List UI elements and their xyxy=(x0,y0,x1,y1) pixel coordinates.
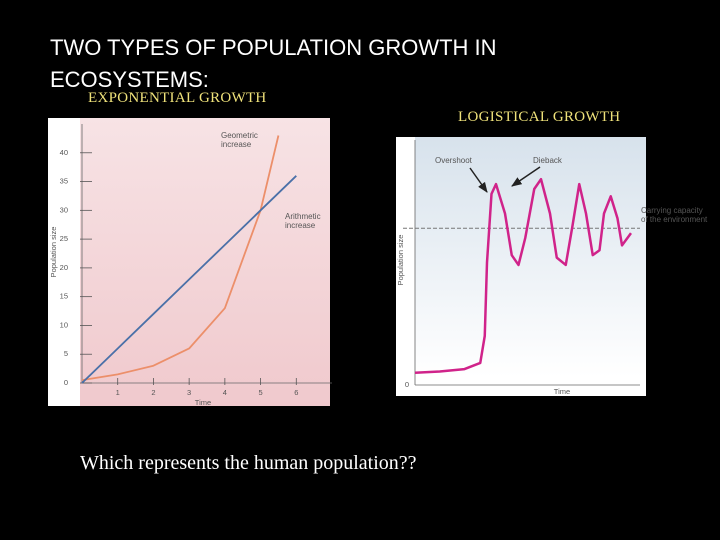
arrow xyxy=(469,167,488,193)
y-axis-label: Population size xyxy=(396,235,405,286)
x-tick-label: 4 xyxy=(223,388,227,397)
series-line xyxy=(81,175,297,384)
series-line xyxy=(414,177,633,374)
x-tick-label: 1 xyxy=(116,388,120,397)
annotation: Geometric increase xyxy=(221,131,258,149)
chart-title: EXPONENTIAL GROWTH xyxy=(88,90,267,106)
y-tick-label: 25 xyxy=(60,234,68,243)
x-axis-label: Time xyxy=(195,398,211,407)
x-tick-label: 6 xyxy=(294,388,298,397)
y-tick-label: 40 xyxy=(60,148,68,157)
annotation: Arithmetic increase xyxy=(285,212,321,230)
y-tick-label: 0 xyxy=(64,378,68,387)
y-tick-label: 0 xyxy=(405,380,409,389)
y-axis-label: Population size xyxy=(49,227,58,278)
y-tick-label: 15 xyxy=(60,292,68,301)
y-tick-label: 10 xyxy=(60,320,68,329)
chart-title: LOGISTICAL GROWTH xyxy=(458,109,621,125)
arrow xyxy=(511,166,541,187)
plot-area xyxy=(80,118,330,406)
y-tick-label: 35 xyxy=(60,177,68,186)
x-tick-label: 3 xyxy=(187,388,191,397)
y-tick-label: 30 xyxy=(60,205,68,214)
plot-area xyxy=(415,137,646,377)
y-tick-label: 5 xyxy=(64,349,68,358)
annotation: Dieback xyxy=(533,156,562,165)
y-tick-label: 20 xyxy=(60,263,68,272)
x-axis-label: Time xyxy=(554,387,570,396)
annotation: Overshoot xyxy=(435,156,472,165)
annotation: Carrying capacity of the environment xyxy=(641,206,708,224)
slide-title: TWO TYPES OF POPULATION GROWTH IN ECOSYS… xyxy=(50,35,497,92)
x-tick-label: 5 xyxy=(258,388,262,397)
question: Which represents the human population?? xyxy=(80,452,417,474)
x-tick-label: 2 xyxy=(151,388,155,397)
